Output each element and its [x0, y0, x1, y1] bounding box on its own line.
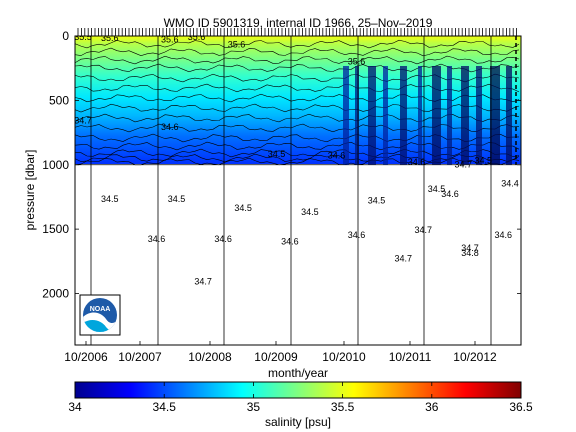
contour-label: 34.4: [501, 179, 519, 189]
contour-label: 35.6: [161, 34, 179, 44]
contour-label: 34.7: [395, 253, 413, 263]
contour-label: 34.5: [268, 149, 286, 159]
colorbar: 34 34.5 35 35.5 36 36.5 salinity [psu]: [68, 381, 533, 429]
contour-line: [75, 141, 520, 151]
dark-band: [418, 66, 422, 165]
contour-label: 34.6: [408, 157, 426, 167]
contour-labels: 34.5 34.534.5 34.534.534.534.634.434.6 34.6…: [74, 32, 519, 287]
colorbar-tick-label: 36.5: [509, 400, 533, 414]
contour-label: 34.6: [161, 122, 179, 132]
contour-line: [75, 83, 520, 93]
contour-line: [75, 63, 520, 73]
dark-band: [506, 66, 512, 165]
y-tick-label: 1500: [42, 222, 69, 236]
contour-label: 35.6: [101, 33, 119, 43]
contour-label: 34.6: [495, 230, 513, 240]
contour-label: 35.6: [348, 56, 366, 66]
x-tick-label: 10/2010: [322, 350, 366, 364]
contour-line: [75, 39, 520, 49]
contour-label: 34.8: [461, 248, 479, 258]
contour-label: 34.6: [441, 189, 459, 199]
contour-label: 34.7: [74, 116, 92, 126]
dark-band-region: [343, 36, 517, 165]
x-tick-label: 10/2009: [254, 350, 298, 364]
x-tick-label: 10/2011: [389, 350, 432, 364]
contour-line: [75, 113, 520, 123]
contour-label: 34.6: [214, 234, 232, 244]
contour-line: [75, 93, 520, 103]
dark-band: [476, 66, 482, 165]
x-tick-label: 10/2008: [188, 350, 232, 364]
contour-label: 34.6: [148, 234, 166, 244]
y-axis: 0 500 1000 1500 2000: [42, 29, 521, 301]
colorbar-gradient: [74, 381, 522, 399]
dark-band: [432, 66, 441, 165]
contour-label: 34.7: [455, 159, 473, 169]
contour-line: [75, 123, 520, 133]
contour-label: 34.7: [461, 243, 479, 253]
contour-label: 34.5: [101, 194, 119, 204]
contour-label: 34.6: [348, 230, 366, 240]
x-tick-label: 10/2007: [118, 350, 162, 364]
plot-area: 34.5 34.534.5 34.534.534.534.634.434.6 34.6…: [74, 32, 521, 345]
dark-band: [355, 66, 359, 165]
dark-band: [490, 66, 500, 165]
contour-label: 34.5: [428, 184, 446, 194]
contour-label: 34.7: [194, 277, 212, 287]
contour-line: [75, 133, 520, 143]
y-tick-label: 2000: [42, 287, 69, 301]
y-tick-label: 1000: [42, 158, 69, 172]
chart-title: WMO ID 5901319, internal ID 1966, 25–Nov…: [164, 16, 433, 30]
contour-lines: [75, 39, 521, 166]
x-axis-label: month/year: [268, 366, 328, 380]
colorbar-label: salinity [psu]: [265, 415, 331, 429]
dark-band: [383, 66, 388, 165]
contour-label: 34.5: [168, 194, 186, 204]
contour-line: [75, 153, 520, 163]
contour-line: [75, 157, 520, 166]
contour-line: [75, 55, 520, 65]
contour-label: 34.5: [475, 156, 493, 166]
contour-label: 34.5: [301, 207, 319, 217]
dark-band: [461, 66, 469, 165]
colorbar-tick-label: 34.5: [153, 400, 177, 414]
plot-frame: [74, 35, 522, 346]
x-tick-label: 10/2012: [453, 350, 497, 364]
contour-line: [75, 148, 520, 158]
y-tick-label: 0: [62, 29, 69, 43]
contour-line: [75, 73, 520, 83]
profile-markers: [77, 28, 517, 36]
contour-label: 34.6: [328, 150, 346, 160]
y-axis-label: pressure [dbar]: [23, 150, 37, 231]
dark-band: [447, 66, 452, 165]
dark-band: [368, 66, 376, 165]
contour-label: 35.6: [228, 40, 246, 50]
dark-band: [343, 66, 349, 165]
x-tick-label: 10/2006: [64, 350, 108, 364]
tick-vertical-lines: [90, 36, 492, 345]
noaa-logo: NOAA: [79, 294, 121, 336]
contour-label: 35.5: [74, 32, 92, 42]
contour-line: [75, 47, 520, 57]
y-tick-label: 500: [49, 93, 69, 107]
colorbar-tick-label: 35.5: [331, 400, 355, 414]
logo-text: NOAA: [90, 306, 111, 313]
colorbar-tick-label: 34: [68, 400, 82, 414]
contour-label: 34.5: [234, 203, 252, 213]
colorbar-ticks: 34 34.5 35 35.5 36 36.5: [68, 382, 533, 414]
contour-label: 34.5: [368, 195, 386, 205]
dark-band: [400, 66, 407, 165]
colorbar-tick-label: 35: [247, 400, 261, 414]
contour-label: 35.6: [188, 32, 206, 42]
contour-line: [75, 103, 520, 113]
contour-label: 34.7: [415, 225, 433, 235]
colorbar-tick-label: 36: [425, 400, 439, 414]
x-axis: 10/2006 10/2007 10/2008 10/2009 10/2010 10/20…: [64, 341, 497, 364]
contour-label: 34.6: [281, 237, 299, 247]
